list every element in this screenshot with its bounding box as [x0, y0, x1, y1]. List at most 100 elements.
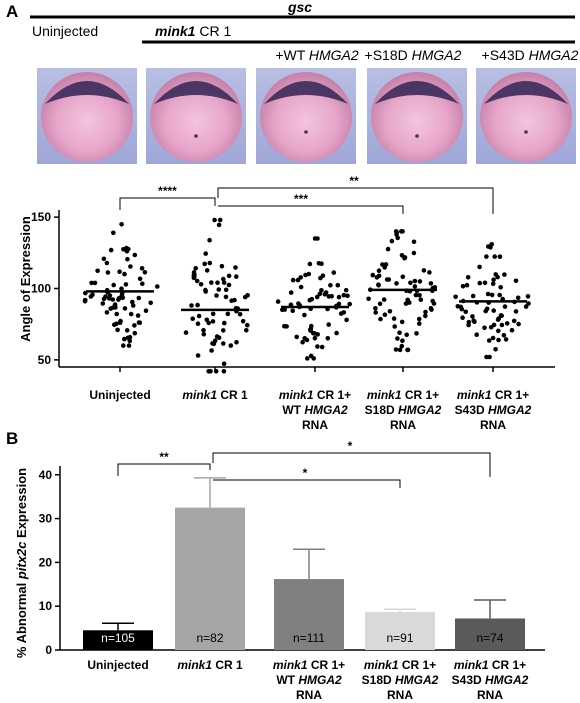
scatter-point [344, 317, 349, 323]
scatter-point [378, 316, 383, 322]
scatter-point [414, 331, 419, 336]
scatter-point [370, 272, 376, 278]
scatter-point [484, 254, 489, 259]
scatter-point [316, 261, 322, 266]
scatter-point [391, 316, 397, 321]
scatter-point [195, 321, 201, 327]
scatter-point [397, 347, 403, 353]
embryo-label: +S18D HMGA2 [365, 47, 462, 63]
scatter-point [90, 292, 95, 298]
scatter-point [395, 336, 400, 341]
bar-plot: % Abnormal pitx2c Expression 0 10 20 30 40 *… [14, 439, 545, 702]
scatter-point [325, 336, 331, 341]
bars: n=105 n=82 n=111 n=91 n=74 [83, 477, 525, 650]
scatter-point [100, 301, 106, 306]
scatter-point [118, 318, 123, 324]
category-label: Uninjected [87, 658, 148, 672]
scatter-point [428, 306, 434, 311]
scatter-point [503, 337, 509, 342]
scatter-point [302, 336, 308, 341]
scatter-point [132, 252, 138, 258]
scatter-point [495, 274, 500, 280]
category-label-line2: S43D HMGA2 [452, 673, 529, 687]
scatter-point [412, 278, 418, 284]
scatter-point [416, 316, 422, 322]
scatter-point [214, 293, 219, 298]
scatter-point [195, 302, 200, 308]
scatter-point [294, 334, 300, 340]
scatter-point [417, 321, 422, 326]
scatter-point [366, 296, 371, 302]
scatter-point [314, 294, 320, 300]
scatter-point [183, 330, 189, 335]
scatter-point [465, 275, 471, 280]
scatter-point [466, 319, 472, 325]
scatter-point [511, 318, 517, 324]
scatter-point [245, 293, 250, 298]
category-label-line2: WT HMGA2 [282, 403, 348, 417]
category-label: mink1 CR 1+ [279, 388, 351, 402]
scatter-point [210, 341, 215, 346]
scatter-point [489, 292, 495, 298]
scatter-point [488, 245, 493, 250]
category-label-line3: RNA [296, 688, 322, 702]
scatter-point [282, 307, 288, 312]
gsc-label: gsc [287, 0, 312, 15]
scatter-point [482, 280, 488, 286]
scatter-point [389, 238, 395, 244]
scatter-point [128, 311, 134, 317]
significance-bracket [217, 187, 494, 214]
scatter-point [282, 323, 287, 329]
scatter-point [210, 319, 216, 324]
significance-label: **** [158, 184, 177, 198]
scatter-point [417, 293, 422, 298]
scatter-point [326, 322, 332, 327]
scatter-point [502, 304, 508, 309]
scatter-points [82, 217, 531, 374]
scatter-point [233, 265, 238, 270]
scatter-point [119, 286, 124, 292]
significance-label: *** [294, 192, 308, 206]
scatter-point [201, 327, 206, 333]
embryo-images [37, 68, 576, 164]
scatter-point [89, 280, 94, 286]
scatter-point [196, 313, 202, 319]
scatter-point [212, 217, 217, 223]
scatter-point [423, 313, 428, 319]
scatter-y-tick-label: 100 [31, 282, 51, 296]
scatter-point [128, 264, 133, 269]
scatter-point [320, 273, 326, 279]
scatter-point [123, 282, 129, 287]
scatter-point [114, 311, 119, 317]
scatter-point [137, 320, 143, 326]
scatter-point [132, 330, 138, 336]
scatter-point [502, 272, 507, 277]
scatter-point [459, 306, 465, 312]
scatter-point [215, 280, 220, 286]
scatter-point [219, 263, 225, 269]
scatter-point [206, 369, 211, 374]
scatter-point [513, 278, 519, 284]
scatter-point [477, 264, 482, 270]
scatter-point [198, 282, 204, 287]
scatter-point [124, 328, 130, 333]
scatter-point [490, 281, 496, 287]
bar-n-label: n=74 [476, 631, 503, 645]
scatter-point [135, 313, 141, 318]
scatter-point [491, 277, 496, 283]
scatter-point [497, 254, 503, 259]
category-label: mink1 CR 1+ [457, 388, 529, 402]
bar-y-tick-label: 30 [39, 512, 53, 526]
scatter-point [373, 310, 379, 315]
scatter-point [399, 253, 405, 258]
scatter-point [399, 343, 405, 349]
embryo-label: +S43D HMGA2 [482, 47, 579, 63]
scatter-point [298, 275, 304, 280]
scatter-point [499, 322, 505, 328]
scatter-point [106, 296, 112, 301]
category-label-line2: S43D HMGA2 [455, 403, 532, 417]
scatter-point [226, 273, 232, 279]
scatter-point [119, 293, 125, 298]
scatter-point [464, 282, 470, 288]
